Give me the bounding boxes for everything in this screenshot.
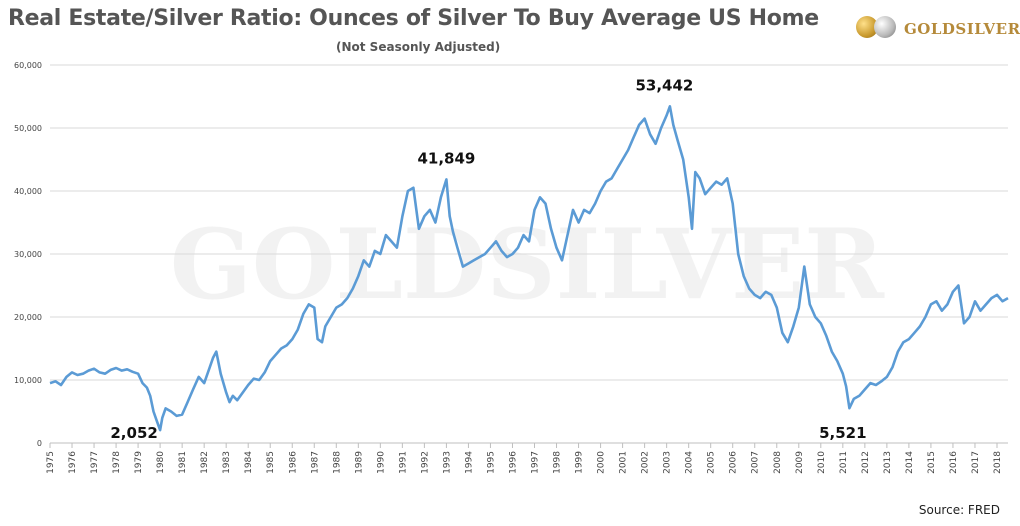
y-tick-label: 0 [37,439,42,448]
x-tick-label: 1995 [486,451,496,474]
logo-text: GOLDSILVER [904,20,1020,38]
chart-title: Real Estate/Silver Ratio: Ounces of Silv… [8,6,819,31]
x-tick-label: 1985 [266,451,276,474]
x-tick-label: 2012 [861,451,871,474]
series-line [49,105,1009,432]
y-tick-label: 30,000 [14,250,42,259]
x-tick-label: 1989 [354,451,364,474]
x-tick-label: 1983 [222,451,232,474]
y-tick-label: 50,000 [14,124,42,133]
x-tick-label: 1994 [464,451,474,474]
x-tick-label: 2016 [949,451,959,474]
x-tick-label: 2002 [641,451,651,474]
x-tick-label: 2014 [905,451,915,474]
x-tick-label: 1987 [310,451,320,474]
data-label: 2,052 [110,424,157,442]
x-tick-label: 1991 [398,451,408,474]
x-tick-label: 1976 [68,451,78,474]
y-tick-label: 20,000 [14,313,42,322]
x-tick-label: 2018 [993,451,1003,474]
watermark-text: GOLDSILVER [170,208,885,321]
data-label: 53,442 [635,76,693,94]
x-tick-label: 1979 [134,451,144,474]
y-tick-label: 40,000 [14,187,42,196]
x-tick-label: 2011 [839,451,849,474]
source-note: Source: FRED [918,503,1000,517]
annotations: 53,442 41,849 2,052 5,521 [110,76,866,442]
x-tick-label: 1993 [442,451,452,474]
x-axis: 1975 1976 1977 1978 1979 1980 1981 1982 1983 1984… [46,442,1008,474]
x-tick-label: 1986 [288,451,298,474]
y-axis: 0 10,000 20,000 30,000 40,000 50,000 60,000 [14,61,42,448]
x-tick-label: 1998 [553,451,563,474]
x-tick-label: 2015 [927,451,937,474]
x-tick-label: 2013 [883,451,893,474]
x-tick-label: 2005 [707,451,717,474]
x-tick-label: 1996 [508,451,518,474]
silver-coin-icon [874,16,896,38]
x-tick-label: 2017 [971,451,981,474]
x-tick-label: 1980 [156,451,166,474]
x-tick-label: 2009 [795,451,805,474]
x-tick-label: 2000 [597,451,607,474]
gold-coin-icon [856,16,878,38]
x-tick-label: 1977 [90,451,100,474]
x-tick-label: 1984 [244,451,254,474]
x-tick-label: 2007 [751,451,761,474]
x-tick-label: 1982 [200,451,210,474]
x-tick-label: 2004 [685,451,695,474]
x-tick-label: 1990 [376,451,386,474]
x-tick-label: 1978 [112,451,122,474]
data-label: 5,521 [819,424,866,442]
x-tick-label: 2010 [817,451,827,474]
x-tick-label: 1988 [332,451,342,474]
x-tick-label: 2006 [729,451,739,474]
x-tick-label: 2001 [619,451,629,474]
goldsilver-logo[interactable]: GOLDSILVER [854,14,1020,42]
x-tick-label: 2008 [773,451,783,474]
y-tick-label: 10,000 [14,376,42,385]
data-label: 41,849 [417,149,475,167]
x-tick-label: 1999 [575,451,585,474]
x-tick-label: 1992 [420,451,430,474]
y-tick-label: 60,000 [14,61,42,70]
x-tick-label: 1981 [178,451,188,474]
x-tick-label: 1975 [46,451,56,474]
x-tick-label: 2003 [663,451,673,474]
x-tick-label: 1997 [531,451,541,474]
chart-subtitle: (Not Seasonly Adjusted) [336,40,501,54]
